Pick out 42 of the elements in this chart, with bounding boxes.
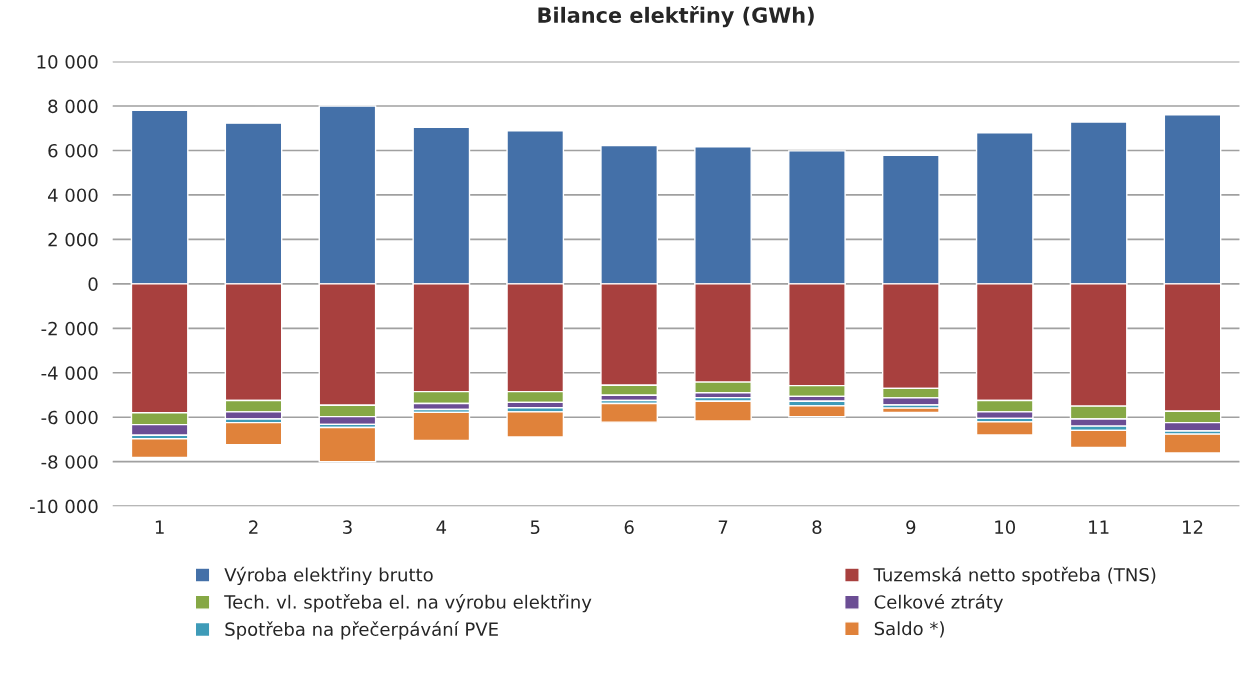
bar: [694, 400, 752, 422]
bar: [318, 426, 377, 463]
x-tick-label: 8: [812, 520, 822, 535]
chart-title: Bilance elektřiny (GWh): [538, 6, 814, 28]
y-tick-label: -6 000: [41, 410, 98, 425]
bar: [412, 411, 471, 442]
y-tick-label: 4 000: [47, 188, 98, 203]
bar: [130, 438, 189, 459]
bar: [975, 421, 1034, 436]
legend-label: Spotřeba na přečerpávání PVE: [225, 621, 498, 640]
x-tick-label: 5: [530, 520, 540, 535]
x-tick-label: 12: [1183, 520, 1203, 534]
x-tick-label: 11: [1089, 520, 1109, 534]
y-tick-label: 6 000: [48, 143, 98, 158]
legend-label: Výroba elektřiny brutto: [224, 566, 433, 586]
y-tick-label: -2 000: [41, 321, 98, 336]
bar: [1163, 433, 1222, 454]
legend-label: Tuzemská netto spotřeba (TNS): [873, 566, 1156, 586]
bar: [881, 407, 940, 414]
legend-label: Tech. vl. spotřeba el. na výrobu elektřiny: [224, 594, 592, 613]
bar: [600, 402, 658, 423]
y-tick-label: -10 000: [29, 499, 98, 514]
x-tick-label: 7: [718, 520, 728, 534]
bar: [506, 411, 565, 438]
legend-label: Celkové ztráty: [874, 594, 1003, 613]
x-tick-label: 6: [624, 520, 634, 535]
y-tick-label: 10 000: [37, 55, 98, 69]
legend-label: Saldo *): [874, 621, 944, 638]
x-tick-label: 10: [995, 520, 1016, 535]
y-tick-label: 8 000: [48, 99, 98, 114]
y-tick-label: -4 000: [41, 366, 98, 380]
y-tick-label: 0: [88, 277, 98, 291]
y-tick-label: -8 000: [41, 455, 98, 469]
x-tick-label: 4: [436, 520, 447, 534]
bar: [224, 421, 283, 446]
bar: [1069, 429, 1128, 449]
x-tick-label: 2: [249, 520, 258, 534]
x-tick-label: 3: [343, 520, 352, 535]
bar: [788, 405, 846, 418]
x-tick-label: 1: [155, 520, 164, 534]
y-tick-label: 2 000: [48, 232, 98, 247]
x-tick-label: 9: [906, 520, 916, 535]
